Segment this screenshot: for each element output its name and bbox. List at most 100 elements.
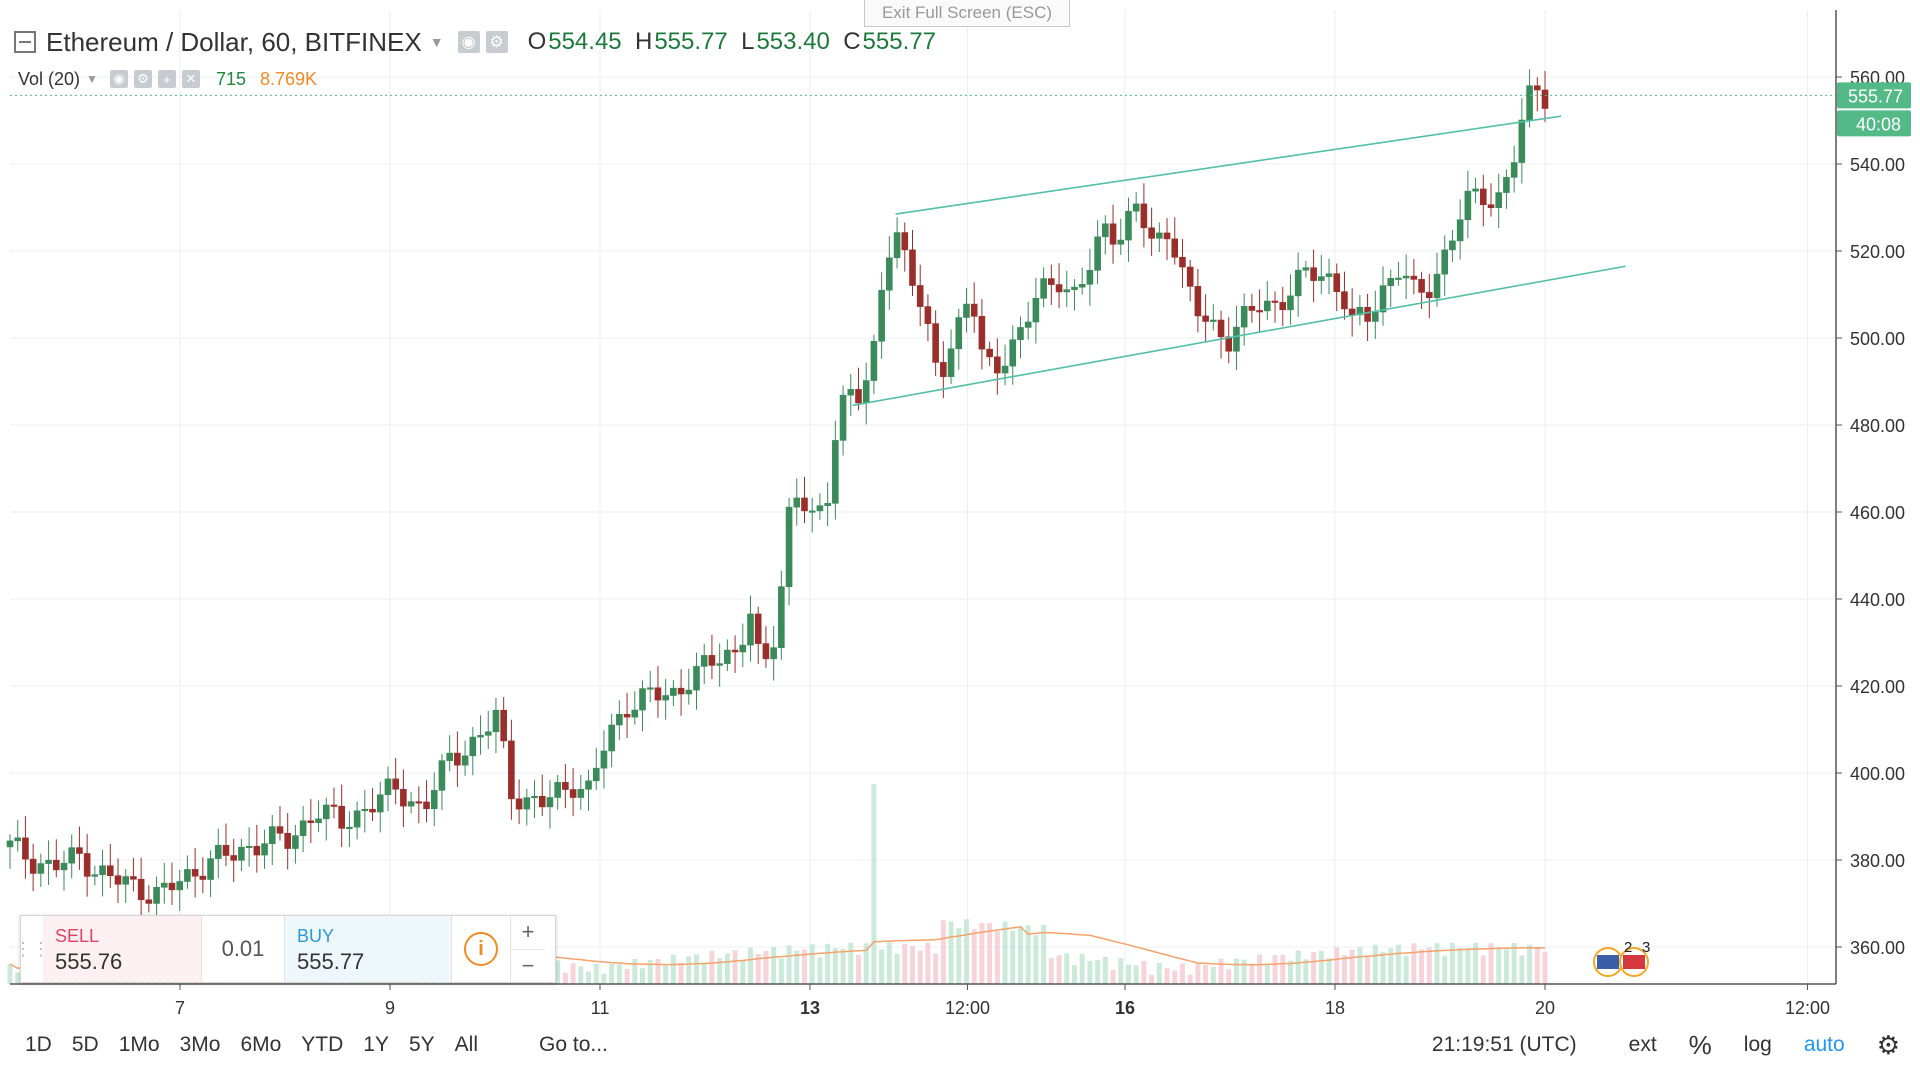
extended-hours-toggle[interactable]: ext — [1628, 1033, 1657, 1056]
sell-button[interactable]: SELL 555.76 — [43, 916, 201, 982]
volume-bar — [863, 943, 869, 984]
chevron-down-icon[interactable]: ▼ — [429, 34, 444, 50]
chevron-down-icon[interactable]: ▼ — [86, 72, 98, 86]
decrease-quantity-button[interactable]: − — [511, 948, 545, 983]
candle-body — [1217, 319, 1225, 338]
volume-ma-value: 8.769K — [259, 68, 318, 89]
range-3mo[interactable]: 3Mo — [179, 1033, 221, 1056]
volume-bar — [1311, 951, 1317, 984]
price-tick-label: 540.00 — [1850, 155, 1905, 175]
volume-bar — [879, 949, 885, 984]
volume-bar — [1426, 947, 1432, 984]
candle-body — [793, 497, 801, 508]
volume-bar — [848, 942, 854, 984]
gear-icon[interactable]: ⚙ — [485, 31, 508, 53]
log-scale-toggle[interactable]: log — [1743, 1033, 1772, 1056]
volume-bar — [1303, 959, 1309, 984]
volume-bar — [1295, 950, 1301, 984]
symbol-legend[interactable]: Ethereum / Dollar, 60, BITFINEX ▼ ◉ ⚙ O 5… — [14, 22, 936, 62]
candle-body — [238, 846, 245, 861]
time-tick-label: 12:00 — [1785, 998, 1830, 1018]
trend-lines[interactable] — [852, 115, 1626, 407]
candle-body — [1472, 188, 1479, 192]
volume-bar — [1218, 958, 1224, 984]
candle-body — [1310, 267, 1317, 281]
volume-bar — [1102, 956, 1108, 984]
trend-line — [852, 265, 1626, 407]
candle-body — [770, 647, 777, 660]
range-1y[interactable]: 1Y — [363, 1033, 389, 1056]
buy-button[interactable]: BUY 555.77 — [285, 916, 451, 982]
goto-date-button[interactable]: Go to... — [539, 1033, 608, 1056]
drag-handle-icon[interactable]: ⋮⋮ — [14, 938, 50, 959]
volume-bar — [632, 959, 638, 984]
range-6mo[interactable]: 6Mo — [240, 1033, 282, 1056]
clock-readout: 21:19:51 (UTC) — [1431, 1033, 1577, 1056]
candle-body — [76, 847, 83, 854]
events-badge[interactable]: 2 3 — [1593, 939, 1650, 977]
range-5y[interactable]: 5Y — [408, 1033, 435, 1056]
candle-body — [191, 869, 199, 877]
quantity-field[interactable]: 0.01 — [201, 916, 285, 982]
volume-bar — [1133, 965, 1139, 984]
volume-legend[interactable]: Vol (20) ▼ ◉ ⚙ + ✕ 715 8.769K — [18, 66, 317, 92]
percent-scale-toggle[interactable]: % — [1688, 1029, 1712, 1060]
candle-body — [1433, 273, 1441, 299]
candle-body — [1441, 249, 1449, 275]
increase-quantity-button[interactable]: + — [521, 919, 535, 945]
volume-bar — [1110, 970, 1116, 984]
volume-bar — [1341, 955, 1347, 984]
candle-body — [978, 316, 986, 350]
countdown-value: 40:08 — [1856, 114, 1901, 134]
candle-body — [1318, 276, 1325, 281]
volume-bar — [971, 929, 977, 984]
volume-bar — [963, 919, 969, 984]
high-value: 555.77 — [654, 28, 728, 55]
volume-bar — [917, 950, 923, 984]
candle-body — [562, 782, 569, 790]
volume-bar — [1465, 947, 1471, 984]
open-label: O — [527, 28, 547, 55]
auto-scale-toggle[interactable]: auto — [1803, 1033, 1845, 1056]
chart-grid — [10, 10, 1836, 984]
volume-bar — [1419, 949, 1425, 984]
volume-label[interactable]: Vol (20) — [18, 68, 81, 89]
volume-bar — [1033, 935, 1039, 984]
candle-body — [245, 845, 253, 849]
gear-icon[interactable]: ⚙ — [1876, 1029, 1900, 1060]
candle-body — [14, 837, 22, 842]
plus-icon[interactable]: + — [157, 70, 176, 88]
candle-body — [1503, 177, 1510, 193]
symbol-title[interactable]: Ethereum / Dollar, 60, BITFINEX — [46, 26, 422, 57]
candle-body — [1372, 311, 1379, 322]
candle-body — [1040, 278, 1047, 299]
eye-icon[interactable]: ◉ — [109, 70, 128, 88]
candle-body — [353, 810, 361, 828]
volume-bar — [616, 964, 622, 984]
volume-bar — [663, 965, 669, 984]
trading-panel[interactable]: ⋮⋮ SELL 555.76 0.01 BUY 555.77 i + − — [14, 915, 556, 983]
close-icon[interactable]: ✕ — [181, 70, 200, 88]
range-1d[interactable]: 1D — [25, 1033, 52, 1056]
info-icon: i — [464, 932, 498, 966]
info-button[interactable]: i — [451, 916, 510, 982]
volume-bar — [1156, 962, 1162, 984]
time-axis[interactable]: 7 9 11 13 12:00 16 18 20 12:00 — [10, 983, 1836, 1018]
candle-body — [176, 881, 183, 891]
range-5d[interactable]: 5D — [71, 1033, 99, 1056]
candle-body — [1410, 275, 1418, 280]
collapse-icon[interactable] — [14, 31, 36, 53]
candle-body — [824, 503, 831, 506]
gear-icon[interactable]: ⚙ — [133, 70, 152, 88]
exit-fullscreen-button[interactable]: Exit Full Screen (ESC) — [864, 0, 1070, 27]
eye-icon[interactable]: ◉ — [457, 31, 480, 53]
close-label: C — [843, 28, 861, 55]
range-1mo[interactable]: 1Mo — [118, 1033, 160, 1056]
price-axis[interactable]: 360.00 380.00 400.00 420.00 440.00 460.00 480.… — [1835, 10, 1905, 984]
volume-bar — [1087, 961, 1093, 984]
candle-body — [338, 805, 345, 829]
volume-bar — [933, 953, 939, 984]
range-ytd[interactable]: YTD — [301, 1033, 344, 1056]
candle-body — [870, 340, 878, 381]
range-all[interactable]: All — [454, 1033, 479, 1056]
